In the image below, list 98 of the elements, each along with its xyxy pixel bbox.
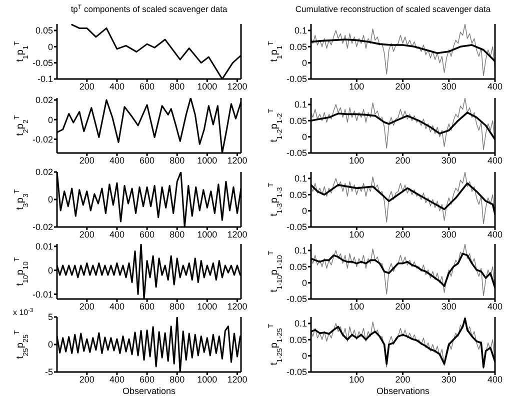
x-tick-label: 600	[140, 81, 155, 92]
x-tick-label: 200	[395, 374, 410, 384]
y-tick-label: 0	[48, 266, 53, 276]
x-tick-label: 200	[395, 155, 410, 166]
x-tick-label: 400	[487, 301, 503, 312]
y-tick-label: 0	[302, 206, 307, 216]
x-tick-label: 300	[441, 229, 456, 240]
line-series	[311, 244, 495, 296]
x-tick-label: 300	[441, 301, 456, 312]
x-tick-label: 600	[140, 301, 155, 312]
y-tick-label: -0.01	[32, 289, 53, 300]
chart-title: tp$^{T}$ components of scaled scavenger data	[70, 4, 228, 14]
y-tick-label: 0.01	[35, 242, 53, 252]
x-tick-label: 600	[140, 155, 155, 166]
x-tick-label: 400	[109, 229, 124, 240]
y-tick-label: -0.05	[286, 367, 307, 378]
x-tick-label: 1000	[197, 81, 218, 92]
y-tick-label: -0.02	[32, 222, 53, 232]
x-tick-label: 1000	[197, 229, 218, 240]
y-tick-label: -0.05	[286, 148, 307, 158]
x-tick-label: 300	[441, 81, 456, 92]
line-series	[57, 317, 241, 372]
x-tick-label: 800	[170, 374, 185, 384]
y-tick-label: 0.1	[294, 246, 307, 256]
x-tick-label: 100	[349, 155, 364, 166]
y-tick-label: 0.1	[294, 174, 307, 184]
y-tick-label: 0	[302, 58, 307, 68]
x-tick-label: 800	[170, 155, 185, 166]
x-tick-label: 1000	[197, 301, 218, 312]
y-tick-label: 0	[48, 42, 53, 52]
x-tick-label: 200	[79, 301, 94, 312]
x-tick-label: 200	[79, 229, 94, 240]
y-tick-label: 0	[302, 132, 307, 142]
y-tick-label: 0.02	[35, 95, 53, 106]
x-tick-label: 600	[140, 229, 155, 240]
line-series	[57, 244, 241, 299]
y-tick-label: 0.05	[35, 26, 53, 36]
x-tick-label: 1000	[197, 155, 218, 166]
y-tick-label: 0.05	[289, 42, 307, 52]
x-tick-label: 800	[170, 81, 185, 92]
x-tick-label: 1000	[197, 374, 218, 384]
x-tick-label: 400	[487, 229, 503, 240]
line-series	[311, 172, 495, 224]
text: x 10$^{-3}$	[13, 307, 34, 317]
y-tick-label: 0.05	[289, 190, 307, 200]
y-tick-label: 0	[302, 351, 307, 362]
y-tick-label: 0	[48, 340, 53, 350]
x-tick-label: 200	[79, 155, 94, 166]
x-tick-label: 1200	[227, 229, 248, 240]
y-tick-label: 0	[48, 194, 53, 205]
x-tick-label: 800	[170, 229, 185, 240]
x-tick-label: 1200	[227, 81, 248, 92]
x-tick-label: 600	[140, 374, 155, 384]
chart-title: Cumulative reconstruction of scaled scavenger data	[295, 4, 491, 14]
x-tick-label: 100	[349, 374, 364, 384]
y-tick-label: -0.02	[32, 134, 53, 144]
x-tick-label: 300	[441, 155, 456, 166]
x-tick-label: 200	[79, 81, 94, 92]
x-tick-label: 400	[487, 81, 503, 92]
x-axis-title: Observations	[376, 386, 430, 396]
y-tick-label: 0	[302, 278, 307, 288]
x-tick-label: 200	[395, 301, 410, 312]
y-tick-label: 0	[48, 114, 53, 125]
x-tick-label: 400	[487, 374, 503, 384]
line-series	[57, 98, 241, 153]
y-tick-label: -0.1	[37, 74, 53, 84]
x-tick-label: 1200	[227, 301, 248, 312]
x-tick-label: 1200	[227, 374, 248, 384]
y-tick-label: 0.05	[289, 116, 307, 126]
x-tick-label: 100	[349, 229, 364, 240]
y-tick-label: 0.02	[35, 167, 53, 178]
x-tick-label: 200	[79, 374, 94, 384]
x-tick-label: 100	[349, 81, 364, 92]
x-tick-label: 1200	[227, 155, 248, 166]
y-tick-label: -0.05	[286, 74, 307, 84]
line-series	[311, 98, 495, 150]
y-tick-label: -0.05	[286, 222, 307, 232]
x-tick-label: 300	[441, 374, 456, 384]
y-tick-label: -0.05	[286, 294, 307, 304]
x-tick-label: 200	[395, 81, 410, 92]
x-tick-label: 400	[109, 81, 124, 92]
y-tick-label: 0.1	[294, 318, 307, 329]
x-tick-label: 800	[170, 301, 185, 312]
y-tick-label: 5	[48, 312, 53, 322]
y-tick-label: 0.05	[289, 262, 307, 272]
y-tick-label: 0.1	[294, 26, 307, 36]
x-tick-label: 400	[487, 155, 503, 166]
x-tick-label: 400	[109, 155, 124, 166]
y-tick-label: -5	[44, 367, 53, 378]
x-axis-title: Observations	[122, 386, 176, 396]
x-tick-label: 400	[109, 374, 124, 384]
y-tick-label: 0.1	[294, 100, 307, 110]
x-tick-label: 200	[395, 229, 410, 240]
x-tick-label: 400	[109, 301, 124, 312]
x-tick-label: 100	[349, 301, 364, 312]
line-series	[311, 24, 495, 76]
y-tick-label: -0.05	[32, 58, 53, 68]
y-tick-label: 0.05	[289, 334, 307, 345]
